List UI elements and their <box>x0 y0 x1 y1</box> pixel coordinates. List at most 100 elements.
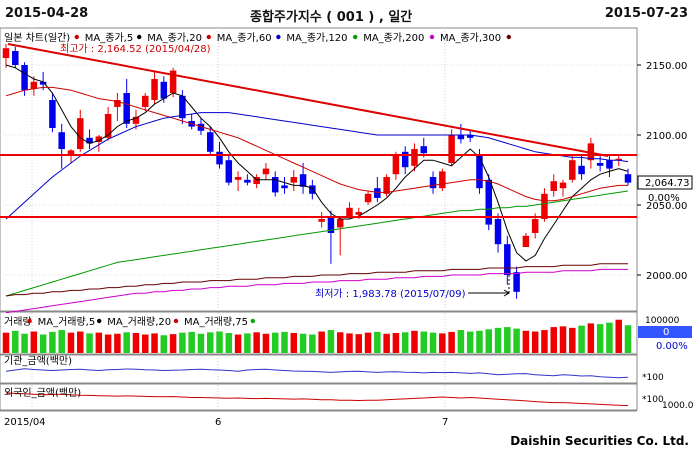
volume-bar <box>559 326 567 353</box>
chart-header: 2015-04-28 종합주가지수 ( 001 ) , 일간 2015-07-2… <box>0 0 693 30</box>
institution-panel-frame <box>0 354 638 384</box>
foreign-tick: 1000.00 <box>662 401 693 411</box>
candle-body <box>30 81 38 89</box>
volume-bar <box>411 330 418 353</box>
volume-bar <box>179 332 186 353</box>
volume-bar <box>114 333 121 353</box>
candle-body <box>615 158 622 161</box>
institution-line <box>5 368 629 379</box>
volume-bar <box>58 330 65 353</box>
y-tick-label: 2100.00 <box>646 131 687 142</box>
candle-body <box>271 177 279 193</box>
candle-body <box>531 219 539 233</box>
ma20-line <box>5 86 628 202</box>
volume-current: 0 <box>663 327 669 338</box>
candle-body <box>77 118 84 149</box>
legend-dot <box>429 34 435 40</box>
volume-bar <box>550 327 557 353</box>
high-annotation: 최고가 : 2,164.52 (2015/04/28) <box>60 43 211 55</box>
volume-bar <box>169 334 177 353</box>
volume-bar <box>466 331 474 353</box>
volume-bar <box>262 333 270 353</box>
volume-bar <box>327 330 335 353</box>
candle-body <box>216 151 223 165</box>
candle-body <box>606 160 613 169</box>
candle-body <box>624 174 632 183</box>
ma5-line <box>5 64 629 262</box>
volume-bar <box>21 333 28 353</box>
x-axis-label: 2015/04 <box>4 417 46 428</box>
volume-bar <box>12 330 19 353</box>
candle-body <box>420 146 428 154</box>
volume-bars <box>2 319 632 353</box>
legend-dot <box>27 318 32 324</box>
volume-bar <box>476 330 483 353</box>
volume-bar <box>513 328 520 353</box>
candle-body <box>392 156 400 175</box>
price-legend-item: MA_종가,120 <box>286 32 347 44</box>
candle-body <box>541 193 548 219</box>
start-date: 2015-04-28 <box>5 6 89 21</box>
foreign-legend: 외국인_금액(백만) <box>4 387 81 399</box>
volume-bar <box>346 333 353 353</box>
volume-bar <box>281 331 288 353</box>
candle-body <box>550 181 557 191</box>
volume-bar <box>132 333 140 353</box>
candle-body <box>123 93 130 124</box>
candle-body <box>318 219 325 222</box>
volume-tick: 100000 <box>645 316 680 326</box>
candle-body <box>104 114 112 138</box>
volume-bar <box>336 332 344 353</box>
candle-body <box>448 135 455 163</box>
institution-legend: 기관_금액(백만) <box>4 355 72 367</box>
legend-dot <box>353 34 358 40</box>
candle-body <box>439 171 446 189</box>
volume-legend-item: MA_거래량,5 <box>38 316 96 328</box>
candle-body <box>364 193 372 203</box>
volume-bar <box>188 331 195 353</box>
candle-body <box>39 81 47 85</box>
volume-bar <box>578 325 585 353</box>
legend-dot <box>206 34 211 40</box>
volume-bar <box>151 333 158 353</box>
volume-bar <box>77 331 84 353</box>
current-price: 2,064.73 <box>645 178 690 189</box>
volume-bar <box>67 332 75 353</box>
candle-body <box>466 135 474 138</box>
volume-bar <box>596 324 604 353</box>
volume-bar <box>142 334 149 353</box>
y-tick-label: 2050.00 <box>646 201 687 212</box>
candle-body <box>58 132 65 149</box>
volume-current-box <box>638 326 692 338</box>
volume-bar <box>429 332 437 353</box>
candle-body <box>513 272 520 292</box>
price-legend-item: MA_종가,200 <box>363 32 424 44</box>
price-legend-item: MA_종가,60 <box>217 32 272 44</box>
volume-bar <box>206 332 214 353</box>
volume-bar <box>234 334 242 353</box>
volume-bar <box>606 322 613 353</box>
current-price-box <box>637 175 693 190</box>
legend-dot <box>173 318 179 324</box>
volume-bar <box>271 332 279 353</box>
candle-body <box>206 132 214 152</box>
volume-bar <box>355 334 363 353</box>
volume-bar <box>216 331 223 353</box>
volume-legend: 거래량 MA_거래량,5 MA_거래량,20 MA_거래량,75 <box>4 316 255 328</box>
candle-body <box>179 95 186 119</box>
volume-bar <box>541 330 548 353</box>
candle-body <box>160 81 168 99</box>
volume-bar <box>49 331 56 353</box>
legend-dot <box>74 34 80 40</box>
volume-bar <box>420 331 428 353</box>
volume-bar <box>160 335 168 353</box>
volume-bar <box>587 323 595 353</box>
y-tick-label: 2000.00 <box>646 271 687 282</box>
price-legend-item: MA_종가,20 <box>147 32 202 44</box>
y-tick-label: 2150.00 <box>646 61 687 72</box>
candle-body <box>596 163 604 166</box>
candle-body <box>327 216 335 233</box>
volume-bar <box>364 332 372 353</box>
volume-bar <box>253 332 260 353</box>
